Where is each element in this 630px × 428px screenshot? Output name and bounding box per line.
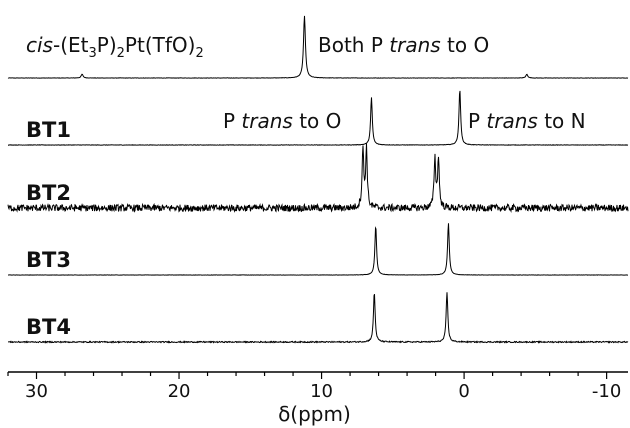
compound-label-part: P) [97, 33, 117, 57]
series-label-bt4: BT4 [26, 315, 71, 339]
x-axis-title: δ(ppm) [278, 402, 351, 426]
annotation-part: to O [441, 33, 490, 57]
series-label-bt3: BT3 [26, 248, 71, 272]
series-label-compound: cis-(Et3P)2Pt(TfO)2 [26, 33, 204, 61]
compound-label-part: 2 [117, 46, 125, 61]
x-tick-label: 30 [25, 381, 48, 402]
compound-label-part: Pt(TfO) [125, 33, 196, 57]
x-tick-label: 0 [458, 381, 469, 402]
annotation-series2-2: P trans to N [468, 109, 586, 133]
annotation-part: P [468, 109, 486, 133]
spectrum-trace-1 [7, 15, 629, 79]
x-tick-label: -10 [592, 381, 621, 402]
annotation-part: trans [486, 109, 537, 133]
compound-label-part: 3 [88, 46, 96, 61]
annotation-part: to N [538, 109, 586, 133]
spectrum-trace-2 [8, 90, 629, 146]
annotation-part: to O [293, 109, 342, 133]
x-tick-label: 10 [310, 381, 333, 402]
series-label-bt2: BT2 [26, 181, 71, 205]
x-axis-ticks: 30 20 10 0 -10 [7, 372, 621, 402]
annotation-part: P [223, 109, 241, 133]
annotation-part: trans [241, 109, 292, 133]
series-label-bt1: BT1 [26, 118, 71, 142]
spectrum-trace-5 [8, 292, 629, 344]
spectrum-trace-4 [7, 223, 629, 276]
compound-label-part: -(Et [53, 33, 89, 57]
compound-label-part: cis [26, 33, 53, 57]
annotation-part: trans [389, 33, 440, 57]
annotation-part: Both P [318, 33, 389, 57]
x-tick-label: 20 [168, 381, 191, 402]
spectrum-traces [7, 15, 629, 344]
annotation-series1-1: Both P trans to O [318, 33, 489, 57]
spectrum-trace-3 [7, 143, 629, 213]
x-axis: 30 20 10 0 -10 δ(ppm) [7, 371, 628, 426]
annotation-series2-1: P trans to O [223, 109, 341, 133]
compound-label-part: 2 [195, 46, 203, 61]
